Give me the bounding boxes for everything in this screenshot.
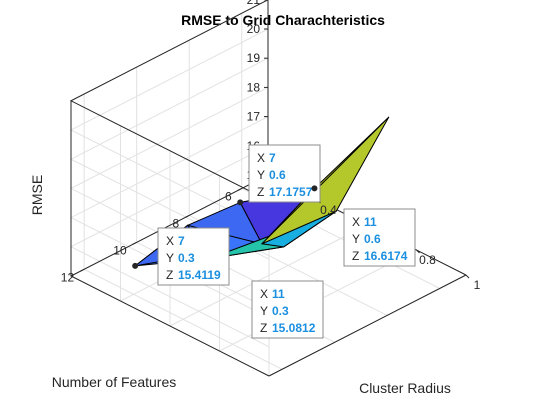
datatip-box bbox=[157, 227, 230, 286]
z-tick-label: 17 bbox=[247, 110, 261, 124]
datatip-box bbox=[343, 208, 416, 267]
x-tick-label: 0.4 bbox=[320, 203, 337, 217]
datatip[interactable]: X 7Y 0.6 Z 17.1757 bbox=[248, 144, 321, 203]
datatip[interactable]: X 11 Y 0.6 Z 16.6174 bbox=[206, 208, 416, 267]
datatip-marker bbox=[237, 199, 244, 206]
datatip-value: 0.6 bbox=[269, 168, 286, 182]
y-tick-label: 6 bbox=[225, 189, 232, 203]
x-tick-label: 0.8 bbox=[419, 253, 436, 267]
datatip-key: X bbox=[352, 215, 360, 229]
surface-facet bbox=[261, 116, 390, 245]
datatip-key: X bbox=[260, 287, 268, 301]
z-axis-label: RMSE bbox=[29, 175, 45, 215]
datatip-value: 17.1757 bbox=[269, 185, 313, 199]
datatip-value: 0.3 bbox=[272, 304, 289, 318]
y-tick-label: 8 bbox=[173, 216, 180, 230]
datatip-key: X bbox=[166, 234, 174, 248]
datatip-value: 16.6174 bbox=[364, 249, 408, 263]
x-tick-mark bbox=[465, 274, 470, 279]
datatip-key: Z bbox=[166, 268, 173, 282]
z-tick-label: 19 bbox=[247, 51, 261, 65]
x-tick-label: 1 bbox=[474, 278, 481, 292]
y-tick-label: 12 bbox=[61, 270, 75, 284]
z-tick-label: 18 bbox=[247, 80, 261, 94]
y-axis-label: Number of Features bbox=[52, 374, 177, 390]
datatip-key: Y bbox=[352, 232, 360, 246]
datatip-key: Z bbox=[352, 249, 359, 263]
y-tick-mark bbox=[132, 241, 137, 245]
chart-title: RMSE to Grid Charachteristics bbox=[181, 12, 385, 28]
datatip-value: 7 bbox=[269, 151, 276, 165]
z-tick-label: 21 bbox=[247, 0, 261, 7]
datatip-key: Z bbox=[257, 185, 264, 199]
y-tick-mark bbox=[184, 214, 190, 218]
y-tick-mark bbox=[237, 188, 242, 191]
datatip-key: Y bbox=[257, 168, 265, 182]
datatip-box bbox=[248, 144, 321, 203]
datatip-value: 7 bbox=[178, 234, 185, 248]
datatip-key: Y bbox=[260, 304, 268, 318]
datatip-value: 0.6 bbox=[364, 232, 381, 246]
datatip-value: 11 bbox=[272, 287, 285, 301]
datatip-value: 15.0812 bbox=[272, 321, 316, 335]
z-tick-label: 20 bbox=[247, 22, 261, 36]
datatip-value: 0.3 bbox=[178, 251, 195, 265]
y-tick-mark bbox=[79, 268, 85, 272]
datatip-key: Z bbox=[260, 321, 267, 335]
box-floor-edge bbox=[69, 174, 270, 377]
datatip-marker bbox=[132, 262, 139, 269]
datatip-box bbox=[251, 280, 324, 339]
y-tick-label: 10 bbox=[113, 243, 127, 257]
y-floor-gridline bbox=[83, 268, 283, 370]
datatip-marker bbox=[311, 185, 318, 192]
datatip-key: Y bbox=[166, 251, 174, 265]
x-tick-mark bbox=[416, 249, 420, 254]
datatip[interactable]: X 7Y 0.3 Z 15.4119 bbox=[157, 199, 244, 286]
x-axis-line bbox=[268, 274, 467, 377]
datatip[interactable]: X 11 Y 0.3 Z 15.0812 bbox=[132, 262, 324, 339]
datatip-value: 11 bbox=[364, 215, 377, 229]
x-axis-label: Cluster Radius bbox=[359, 380, 451, 396]
datatip-key: X bbox=[257, 151, 265, 165]
datatip-value: 15.4119 bbox=[178, 268, 221, 282]
